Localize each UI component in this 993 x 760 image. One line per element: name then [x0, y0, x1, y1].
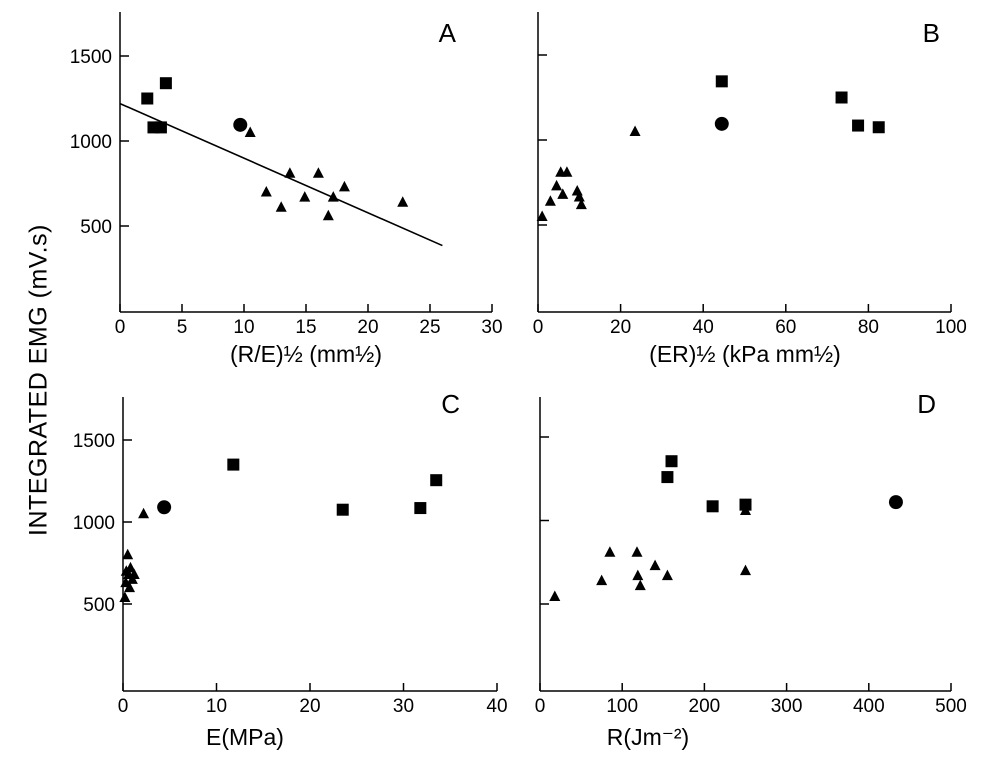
panel-d-x-tick-label: 400	[853, 696, 885, 717]
panel-d-triangle-point	[631, 546, 643, 557]
panel-d-triangle-point	[632, 569, 644, 581]
panel-d-x-tick-label: 300	[771, 696, 803, 717]
panel-b-x-tick-label: 40	[693, 317, 714, 338]
panel-a-triangle-point	[299, 191, 311, 202]
panel-c-y-tick-label: 1500	[73, 431, 115, 452]
panel-b-triangle-point	[571, 185, 583, 196]
panel-b-triangle-point	[551, 179, 563, 191]
panel-b-triangle-point	[561, 166, 573, 177]
panel-b-x-tick-label: 20	[610, 317, 631, 338]
panel-c-x-tick-label: 40	[486, 696, 507, 717]
panel-a-x-tick-label: 30	[481, 317, 502, 338]
panel-c-square-point	[430, 474, 443, 487]
panel-b-triangle-point	[557, 188, 569, 199]
panel-c-y-tick-label: 500	[83, 595, 115, 616]
panel-d-x-axis-title: R(Jm⁻²)	[607, 724, 689, 750]
panel-d-x-tick-label: 100	[606, 696, 638, 717]
panel-c-triangle-point	[124, 581, 136, 593]
panel-c-triangle-point	[124, 561, 136, 573]
panel-a-x-tick-label: 5	[177, 317, 188, 338]
panel-b-triangle-point	[575, 198, 587, 210]
panel-a-triangle-point	[275, 201, 287, 212]
panel-d-square-point	[706, 500, 719, 513]
panel-a-square-point	[147, 121, 160, 134]
panel-b-square-point	[872, 121, 885, 134]
panel-d-x-tick-label: 0	[535, 696, 546, 717]
panel-d-triangle-point	[740, 564, 751, 576]
panel-b-x-tick-label: 0	[533, 317, 544, 338]
panel-c-x-tick-label: 10	[206, 696, 227, 717]
panel-d-x-tick-label: 200	[689, 696, 721, 717]
panel-a-x-tick-label: 25	[419, 317, 440, 338]
panel-a-regression-line	[119, 102, 443, 247]
panel-d-square-point	[665, 455, 678, 468]
panel-b-triangle-point	[536, 210, 548, 221]
panel-b-square-point	[852, 119, 865, 132]
panel-b-circle-point	[714, 116, 729, 131]
panel-b-triangle-point	[573, 190, 585, 202]
panel-d-triangle-point	[740, 504, 751, 515]
panel-c-circle-point	[157, 500, 172, 515]
panel-c-square-point	[336, 503, 349, 516]
panel-d-triangle-point	[634, 579, 646, 591]
panel-b-x-tick-label: 60	[775, 317, 796, 338]
panel-a-square-point	[154, 121, 167, 134]
panel-d-square-point	[661, 471, 674, 484]
panel-a-y-tick-label: 500	[80, 217, 112, 238]
panel-d-triangle-point	[649, 559, 661, 571]
panel-b-letter: B	[923, 18, 940, 48]
panel-c-x-tick-label: 30	[393, 696, 414, 717]
panel-a-letter: A	[439, 18, 457, 48]
panel-b-x-tick-label: 100	[935, 317, 967, 338]
panel-b-square-point	[715, 75, 728, 88]
panel-c-y-tick-label: 1000	[73, 513, 115, 534]
panel-a-triangle-point	[327, 191, 339, 202]
panel-d-circle-point	[888, 495, 903, 510]
panel-b-triangle-point	[629, 125, 641, 136]
panel-a-x-tick-label: 20	[357, 317, 378, 338]
panel-c-triangle-point	[122, 548, 134, 560]
panel-a-triangle-point	[260, 186, 272, 197]
panel-c-square-point	[227, 458, 240, 471]
panel-d-triangle-point	[549, 590, 561, 601]
panel-a-circle-point	[233, 117, 248, 132]
panel-a-y-tick-label: 1500	[70, 47, 112, 68]
panel-d-triangle-point	[604, 546, 616, 557]
panel-c-x-tick-label: 20	[299, 696, 320, 717]
panel-b-triangle-point	[544, 195, 556, 206]
panel-a-y-tick-label: 1000	[70, 132, 112, 153]
panel-a-x-axis-title: (R/E)½ (mm½)	[230, 341, 382, 367]
panel-c-triangle-point	[119, 591, 131, 602]
shared-y-axis-label: INTEGRATED EMG (mV.s)	[25, 224, 53, 536]
panel-c-letter: C	[441, 389, 460, 419]
panel-a-triangle-point	[284, 167, 296, 178]
panel-a-x-tick-label: 0	[115, 317, 126, 338]
panel-b-x-axis-title: (ER)½ (kPa mm½)	[649, 341, 841, 367]
panel-a-triangle-point	[244, 126, 256, 137]
panel-d-triangle-point	[596, 574, 608, 586]
panel-a-x-tick-label: 10	[233, 317, 254, 338]
panel-d-triangle-point	[661, 569, 673, 581]
panel-b-x-tick-label: 80	[858, 317, 879, 338]
panel-a-triangle-point	[322, 209, 334, 221]
panel-c-x-tick-label: 0	[118, 696, 129, 717]
panel-c-triangle-point	[128, 568, 140, 579]
panel-d-letter: D	[917, 389, 936, 419]
panel-a-triangle-point	[397, 196, 409, 207]
panel-a-triangle-point	[338, 180, 350, 192]
panel-b-square-point	[835, 91, 848, 104]
panel-a-square-point	[141, 92, 154, 105]
panel-d-x-tick-label: 500	[935, 696, 967, 717]
panel-c-triangle-point	[138, 507, 150, 519]
panel-a-x-tick-label: 15	[295, 317, 316, 338]
panel-c-x-axis-title: E(MPa)	[206, 724, 284, 750]
panel-a-triangle-point	[312, 167, 324, 178]
panel-a-square-point	[159, 77, 172, 90]
panel-c-square-point	[414, 502, 427, 515]
